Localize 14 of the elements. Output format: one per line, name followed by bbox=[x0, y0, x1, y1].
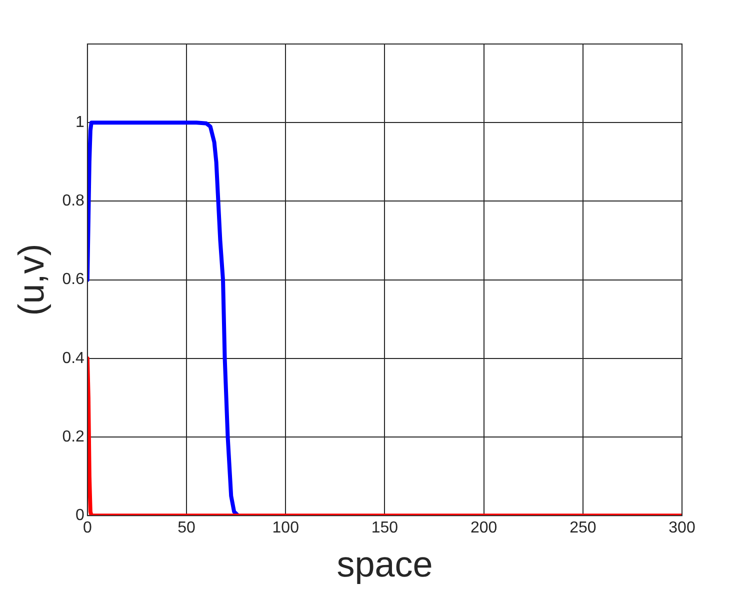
x-tick-label: 150 bbox=[371, 520, 398, 537]
x-axis-title: space bbox=[336, 543, 433, 584]
y-axis-title: (u,v) bbox=[10, 244, 52, 316]
y-tick-label: 0.2 bbox=[62, 428, 85, 446]
x-tick-label: 200 bbox=[470, 520, 498, 537]
x-tick-label: 50 bbox=[178, 520, 196, 537]
y-tick-label: 1 bbox=[76, 114, 85, 132]
x-tick-label: 100 bbox=[272, 520, 300, 537]
x-tick-label: 300 bbox=[668, 520, 696, 537]
y-tick-label: 0.4 bbox=[62, 350, 85, 367]
y-tick-label: 0.8 bbox=[62, 192, 85, 210]
x-tick-label: 250 bbox=[570, 520, 596, 537]
y-tick-label: 0 bbox=[76, 507, 85, 524]
y-tick-label: 0.6 bbox=[62, 271, 85, 288]
